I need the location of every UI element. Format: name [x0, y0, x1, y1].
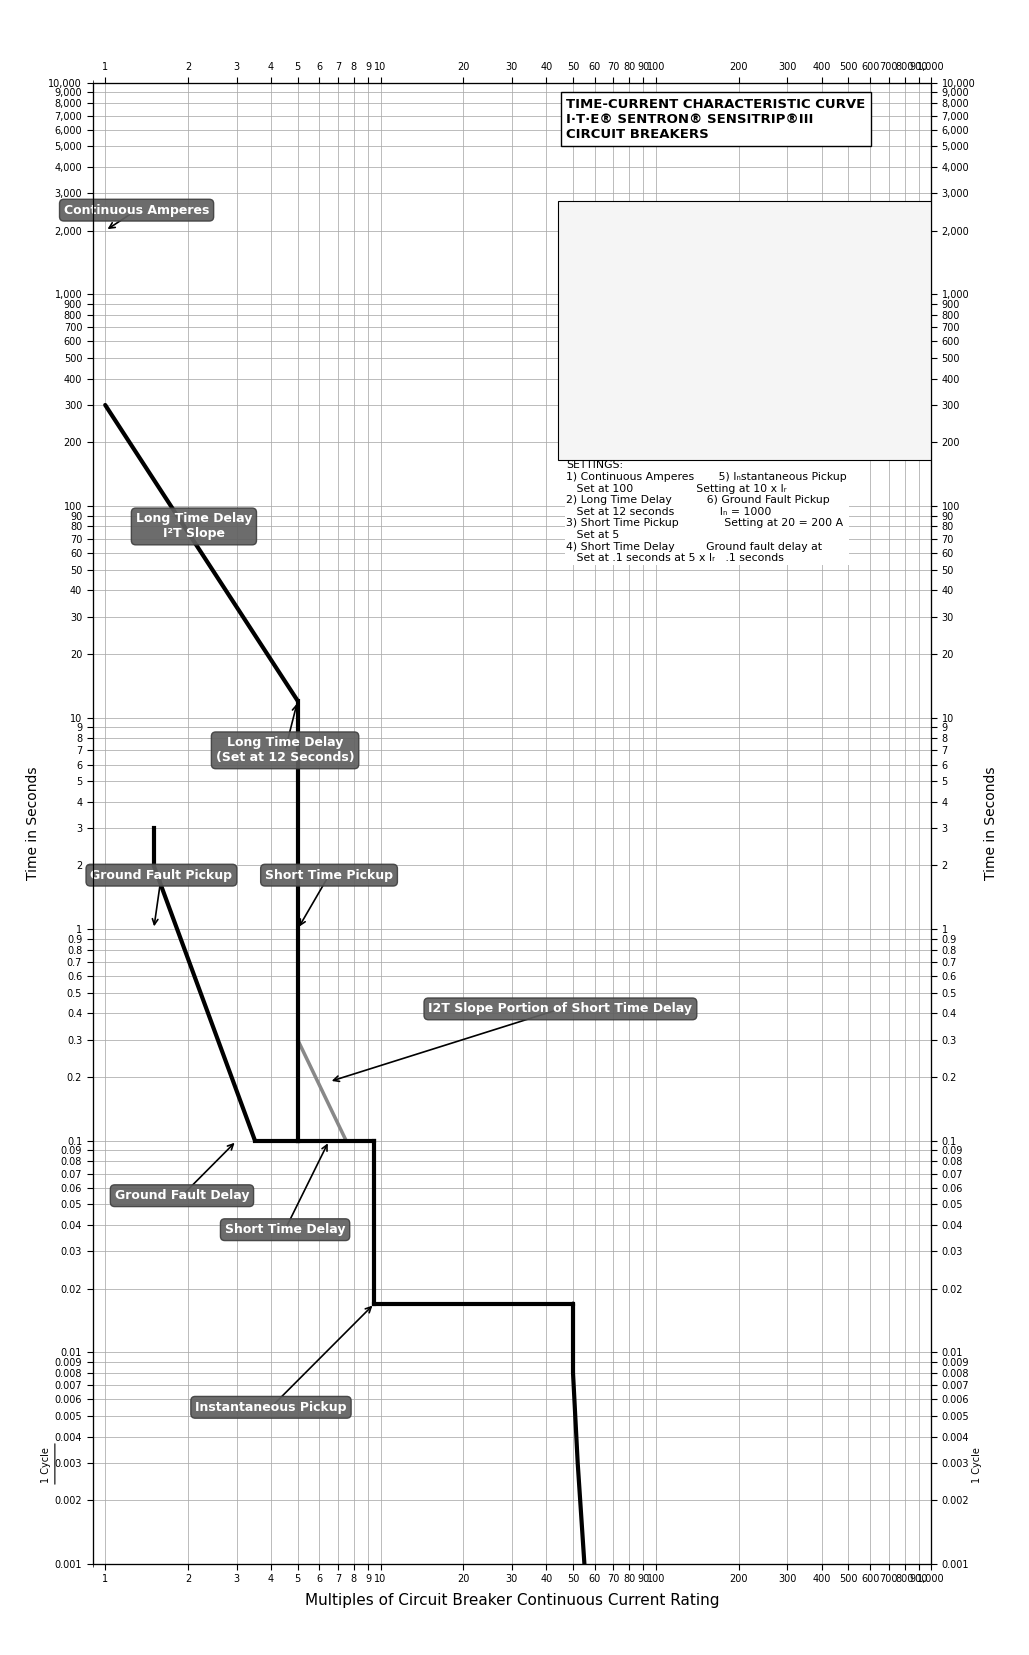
Text: Ground Fault Delay: Ground Fault Delay [114, 1190, 249, 1202]
Y-axis label: Time in Seconds: Time in Seconds [984, 766, 998, 880]
FancyBboxPatch shape [558, 202, 935, 460]
Text: TIME-CURRENT CHARACTERISTIC CURVE
I·T·E® SENTRON® SENSITRIP®III
CIRCUIT BREAKERS: TIME-CURRENT CHARACTERISTIC CURVE I·T·E®… [566, 98, 865, 141]
Text: Long Time Delay
Secs. @
6xI_r: Long Time Delay Secs. @ 6xI_r [575, 338, 644, 367]
Text: Short Time Delay
Secs. @: Short Time Delay Secs. @ [660, 338, 734, 357]
Text: Ground Fault Pickup: Ground Fault Pickup [91, 869, 233, 882]
Text: EXAMPLE SND69100AGNT, Iₙ = 1000 AMPERES: EXAMPLE SND69100AGNT, Iₙ = 1000 AMPERES [566, 209, 842, 222]
X-axis label: Multiples of Circuit Breaker Continuous Current Rating: Multiples of Circuit Breaker Continuous … [305, 1592, 719, 1607]
Text: Continuous Amperes: Continuous Amperes [64, 204, 209, 217]
Text: Short Time
Pickup: Short Time Pickup [673, 223, 719, 243]
Text: SETTINGS:
1) Continuous Amperes       5) Iₙstantaneous Pickup
   Set at 100     : SETTINGS: 1) Continuous Amperes 5) Iₙsta… [566, 460, 847, 563]
Text: Instantaneous
Pickup: Instantaneous Pickup [818, 223, 878, 243]
Text: Short Time Pickup: Short Time Pickup [265, 869, 393, 882]
Text: Short Time Delay: Short Time Delay [224, 1223, 346, 1236]
Text: Ground Fault
Pickup: Ground Fault Pickup [818, 338, 874, 357]
Text: 1 Cycle: 1 Cycle [972, 1446, 983, 1483]
Text: Continuous Amps
I_c=%I_n   40  50  60  70: Continuous Amps I_c=%I_n 40 50 60 70 [575, 223, 690, 243]
Text: Long Time Delay
(Set at 12 Seconds): Long Time Delay (Set at 12 Seconds) [216, 736, 354, 765]
Y-axis label: Time in Seconds: Time in Seconds [26, 766, 40, 880]
Text: Long Time Delay
I²T Slope: Long Time Delay I²T Slope [136, 513, 252, 541]
Text: 1 Cycle: 1 Cycle [41, 1446, 51, 1483]
Text: I2T Slope Portion of Short Time Delay: I2T Slope Portion of Short Time Delay [428, 1003, 693, 1016]
Text: Instantaneous Pickup: Instantaneous Pickup [196, 1400, 347, 1413]
